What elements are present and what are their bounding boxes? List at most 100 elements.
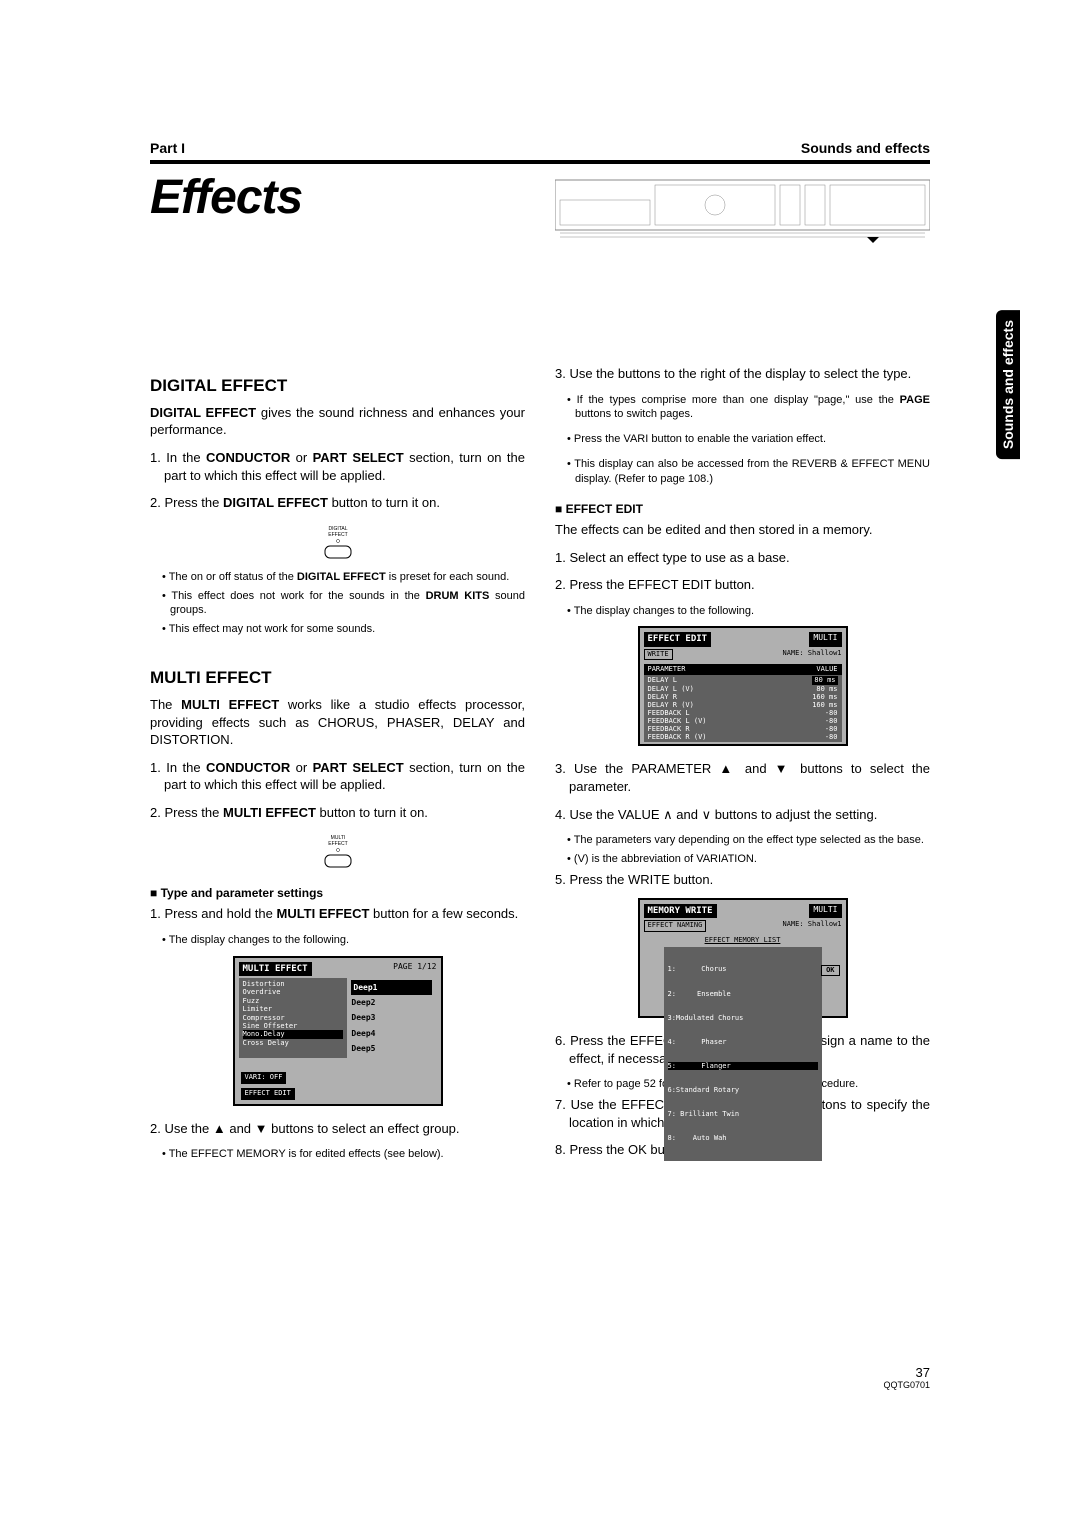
me-step1: 1. In the CONDUCTOR or PART SELECT secti… — [150, 759, 525, 794]
s2-p2: DELAY R — [648, 693, 678, 701]
header-rule — [150, 160, 930, 164]
s2-p7: FEEDBACK R (V) — [648, 733, 707, 741]
ee-s2: 2. Press the EFFECT EDIT button. — [555, 576, 930, 594]
s2-name: Shallow1 — [808, 649, 842, 657]
me-sub1: 1. Press and hold the MULTI EFFECT butto… — [150, 905, 525, 923]
de-step2: 2. Press the DIGITAL EFFECT button to tu… — [150, 494, 525, 512]
s2-v0: 80 ms — [812, 676, 837, 684]
s2-p1: DELAY L (V) — [648, 685, 694, 693]
s2-v1: 80 ms — [816, 685, 837, 693]
s1-left-5: Sine Offseter — [243, 1022, 344, 1030]
ee-s2b: • The display changes to the following. — [567, 604, 930, 619]
s1-left-7: Cross Delay — [243, 1039, 344, 1047]
right-column: 3. Use the buttons to the right of the d… — [555, 235, 930, 1169]
header-part: Part I — [150, 140, 185, 156]
s3-title: MEMORY WRITE — [644, 904, 717, 918]
s2-v2: 160 ms — [812, 693, 837, 701]
ee-s3: 3. Use the PARAMETER ▲ and ▼ buttons to … — [555, 760, 930, 795]
s3-ok: OK — [821, 965, 839, 976]
de-step1: 1. In the CONDUCTOR or PART SELECT secti… — [150, 449, 525, 484]
memory-write-screen: MEMORY WRITE MULTI EFFECT NAMING NAME: S… — [638, 898, 848, 1018]
s1-right-0: Deep1 — [351, 980, 432, 995]
me-sub-bullet2: • The EFFECT MEMORY is for edited effect… — [162, 1147, 525, 1162]
side-tab: Sounds and effects — [996, 310, 1020, 459]
s1-edit: EFFECT EDIT — [241, 1088, 295, 1099]
s3-i1: 2: Ensemble — [668, 990, 818, 998]
de-bullet2: • This effect does not work for the soun… — [162, 589, 525, 619]
page-number: 37 — [883, 1365, 930, 1380]
s2-v5: -80 — [825, 717, 838, 725]
page-code: QQTG0701 — [883, 1380, 930, 1390]
s1-right-1: Deep2 — [351, 995, 432, 1010]
effect-edit-screen: EFFECT EDIT MULTI WRITE NAME: Shallow1 P… — [638, 626, 848, 746]
s2-p0: DELAY L — [648, 676, 678, 684]
r-b3b: • Press the VARI button to enable the va… — [567, 432, 930, 447]
s2-v4: -80 — [825, 709, 838, 717]
s1-left-1: Overdrive — [243, 988, 344, 996]
s3-name: Shallow1 — [808, 920, 842, 928]
svg-text:EFFECT: EFFECT — [328, 841, 347, 847]
s3-i0: 1: Chorus — [668, 965, 818, 973]
s2-title: EFFECT EDIT — [644, 632, 712, 646]
left-column: DIGITAL EFFECT DIGITAL EFFECT gives the … — [150, 235, 525, 1169]
me-sub2: 2. Use the ▲ and ▼ buttons to select an … — [150, 1120, 525, 1138]
me-intro: The MULTI EFFECT works like a studio eff… — [150, 696, 525, 749]
s3-list-head: EFFECT MEMORY LIST — [644, 936, 842, 945]
s2-p6: FEEDBACK R — [648, 725, 690, 733]
ee-s5: 5. Press the WRITE button. — [555, 871, 930, 889]
digital-effect-button-figure: DIGITAL EFFECT — [313, 522, 363, 562]
s3-i4: 5: Flanger — [668, 1062, 818, 1070]
page-number-block: 37 QQTG0701 — [883, 1365, 930, 1390]
multi-effect-heading: MULTI EFFECT — [150, 667, 525, 690]
s2-v3: 160 ms — [812, 701, 837, 709]
r-step3: 3. Use the buttons to the right of the d… — [555, 365, 930, 383]
de-bullet1: • The on or off status of the DIGITAL EF… — [162, 570, 525, 585]
s1-left-4: Compressor — [243, 1014, 344, 1022]
digital-effect-heading: DIGITAL EFFECT — [150, 375, 525, 398]
s3-i7: 8: Auto Wah — [668, 1134, 818, 1142]
s3-i2: 3:Modulated Chorus — [668, 1014, 818, 1022]
s1-left-6: Mono.Delay — [243, 1030, 344, 1038]
s3-name-label: NAME: — [782, 920, 803, 928]
de-bullet3: • This effect may not work for some soun… — [162, 622, 525, 637]
r-b3c: • This display can also be accessed from… — [567, 457, 930, 487]
s1-right-2: Deep3 — [351, 1010, 432, 1025]
s3-i5: 6:Standard Rotary — [668, 1086, 818, 1094]
s1-right-3: Deep4 — [351, 1026, 432, 1041]
s3-i3: 4: Phaser — [668, 1038, 818, 1046]
s2-p4: FEEDBACK L — [648, 709, 690, 717]
me-step2: 2. Press the MULTI EFFECT button to turn… — [150, 804, 525, 822]
me-subhead: ■ Type and parameter settings — [150, 885, 525, 901]
keyboard-figure — [555, 175, 930, 245]
effect-edit-heading: ■ EFFECT EDIT — [555, 501, 930, 517]
s1-left-2: Fuzz — [243, 997, 344, 1005]
me-sub-bullet1: • The display changes to the following. — [162, 933, 525, 948]
multi-effect-button-figure: MULTI EFFECT — [313, 831, 363, 871]
ee-s1: 1. Select an effect type to use as a bas… — [555, 549, 930, 567]
s2-v6: -80 — [825, 725, 838, 733]
s3-i6: 7: Brilliant Twin — [668, 1110, 818, 1118]
s2-value-head: VALUE — [816, 665, 837, 674]
ee-s4b2: • (V) is the abbreviation of VARIATION. — [567, 852, 930, 867]
s2-param-head: PARAMETER — [648, 665, 686, 674]
s1-right-4: Deep5 — [351, 1041, 432, 1056]
r-b3a: • If the types comprise more than one di… — [567, 393, 930, 423]
ee-s4b1: • The parameters vary depending on the e… — [567, 833, 930, 848]
ee-intro: The effects can be edited and then store… — [555, 521, 930, 539]
s2-p5: FEEDBACK L (V) — [648, 717, 707, 725]
s3-type: MULTI — [809, 904, 841, 918]
s1-vari: VARI: OFF — [241, 1072, 287, 1083]
ee-s4: 4. Use the VALUE ∧ and ∨ buttons to adju… — [555, 806, 930, 824]
header-section: Sounds and effects — [801, 140, 930, 156]
s2-write: WRITE — [644, 649, 673, 660]
s2-type: MULTI — [809, 632, 841, 646]
s3-naming: EFFECT NAMING — [644, 920, 707, 931]
s2-p3: DELAY R (V) — [648, 701, 694, 709]
multi-effect-screen: MULTI EFFECT PAGE 1/12 Distortion Overdr… — [233, 956, 443, 1106]
s2-name-label: NAME: — [782, 649, 803, 657]
s1-page: PAGE 1/12 — [393, 962, 436, 976]
digital-effect-intro: DIGITAL EFFECT gives the sound richness … — [150, 404, 525, 439]
s1-title: MULTI EFFECT — [239, 962, 312, 976]
s1-left-0: Distortion — [243, 980, 344, 988]
s1-left-3: Limiter — [243, 1005, 344, 1013]
